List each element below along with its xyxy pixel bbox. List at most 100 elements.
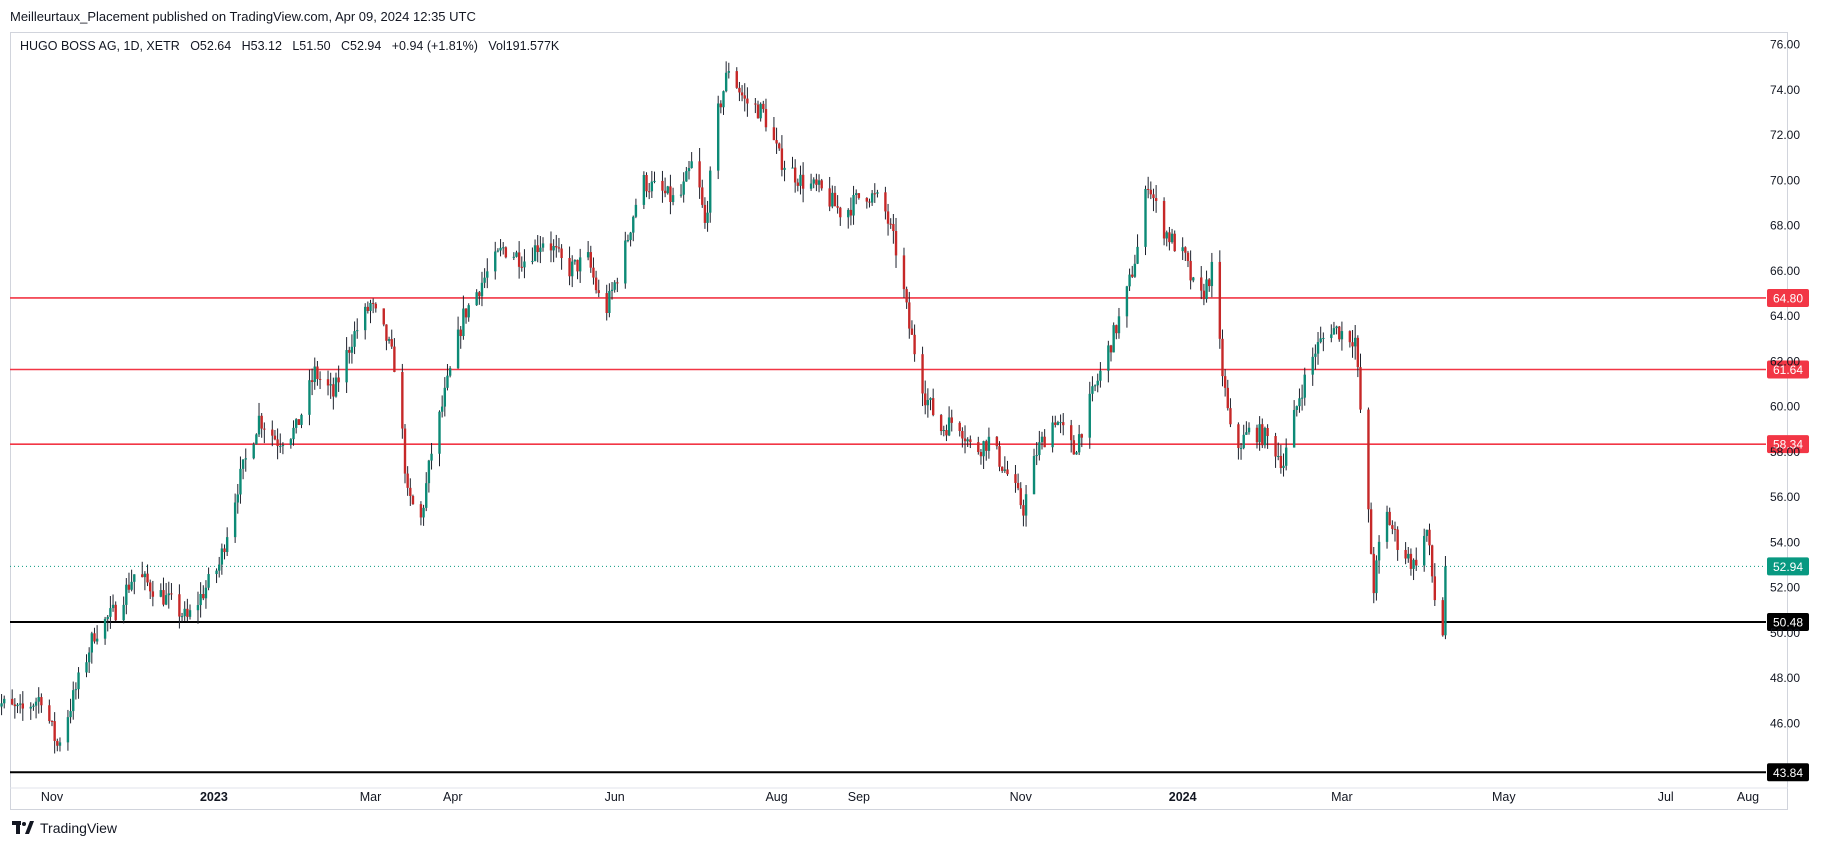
candle-body — [995, 436, 999, 447]
candle-body — [106, 616, 109, 619]
candle-body — [626, 239, 630, 241]
candle-body — [326, 379, 330, 386]
candle-body — [273, 435, 277, 440]
candle-body — [411, 496, 415, 505]
candle-body — [942, 430, 945, 432]
candle-body — [560, 248, 563, 259]
candle-body — [58, 742, 62, 746]
candle-body — [977, 442, 980, 452]
candle-body — [257, 415, 261, 435]
candle-body — [1415, 559, 1418, 566]
candle-body — [629, 232, 632, 240]
candle-body — [255, 434, 258, 445]
candle-body — [353, 331, 356, 347]
candle-body — [571, 261, 574, 277]
candle-body — [1396, 529, 1399, 550]
candle-body — [661, 180, 664, 191]
candle-body — [833, 192, 837, 207]
candle-body — [204, 587, 208, 599]
candle-body — [1430, 545, 1434, 577]
level-price-tag — [1767, 763, 1809, 782]
candle-body — [494, 251, 497, 272]
candle-body — [308, 380, 311, 415]
candle-body — [902, 255, 906, 290]
candle-body — [870, 193, 874, 203]
candle-body — [1003, 469, 1007, 471]
candle-body — [706, 212, 709, 223]
candle-body — [1186, 252, 1190, 261]
candle-body — [517, 252, 521, 267]
candle-body — [857, 193, 861, 198]
candle-body — [735, 71, 738, 88]
y-tick-label: 64.00 — [1770, 309, 1800, 323]
candle-body — [908, 302, 911, 329]
candle-body — [385, 324, 388, 341]
candle-body — [1444, 566, 1447, 636]
candle-body — [504, 247, 508, 258]
candle-body — [1054, 422, 1057, 425]
candle-body — [1165, 232, 1168, 239]
candle-body — [196, 605, 200, 611]
candle-body — [698, 161, 701, 188]
candle-body — [775, 140, 778, 144]
candle-body — [467, 305, 470, 318]
candle-body — [1125, 286, 1129, 317]
candle-body — [791, 167, 794, 169]
legend-high: H53.12 — [241, 39, 282, 53]
candle-body — [1154, 198, 1158, 201]
candle-body — [849, 209, 853, 216]
candle-body — [1117, 316, 1121, 334]
candle-body — [316, 366, 319, 379]
candle-body — [1284, 447, 1288, 466]
candle-body — [549, 243, 553, 251]
candle-body — [1014, 474, 1017, 483]
candle-body — [1247, 427, 1251, 433]
candle-body — [502, 247, 505, 249]
candle-body — [1338, 326, 1341, 340]
candle-body — [483, 277, 486, 283]
candle-body — [653, 180, 656, 182]
x-tick-label: Nov — [41, 790, 64, 804]
candle-body — [1202, 290, 1206, 300]
y-tick-label: 50.00 — [1770, 626, 1800, 640]
candle-body — [963, 438, 967, 442]
y-tick-label: 46.00 — [1770, 716, 1800, 730]
candle-body — [634, 204, 638, 217]
candle-body — [1022, 505, 1025, 516]
candle-body — [926, 399, 930, 406]
x-tick-label: 2023 — [200, 790, 228, 804]
candle-body — [1170, 233, 1174, 243]
candle-body — [1080, 434, 1084, 438]
x-tick-label: Mar — [1331, 790, 1353, 804]
y-tick-label: 70.00 — [1770, 173, 1800, 187]
candle-body — [557, 247, 561, 249]
candle-body — [95, 638, 99, 642]
chart-frame — [10, 32, 1788, 810]
candle-body — [1409, 553, 1413, 569]
candle-body — [69, 711, 72, 718]
y-tick-label: 76.00 — [1770, 38, 1800, 52]
level-price-tag — [1767, 360, 1809, 379]
candle-body — [892, 224, 895, 232]
candle-body — [1109, 345, 1113, 353]
candle-body — [34, 701, 38, 706]
candle-body — [539, 247, 542, 253]
candle-body — [624, 240, 627, 284]
candle-body — [18, 703, 22, 705]
candle-body — [427, 460, 431, 484]
candle-body — [332, 384, 335, 397]
candle-body — [679, 194, 683, 196]
candle-body — [578, 257, 582, 272]
legend-low: L51.50 — [292, 39, 331, 53]
candle-body — [1043, 436, 1046, 448]
candle-body — [475, 292, 478, 306]
candle-body — [947, 417, 951, 436]
candle-body — [486, 271, 489, 278]
candle-body — [289, 439, 293, 446]
candle-body — [1038, 442, 1041, 456]
y-tick-label: 58.00 — [1770, 445, 1800, 459]
candle-body — [852, 194, 855, 216]
candle-body — [669, 186, 672, 203]
candle-body — [252, 444, 255, 459]
